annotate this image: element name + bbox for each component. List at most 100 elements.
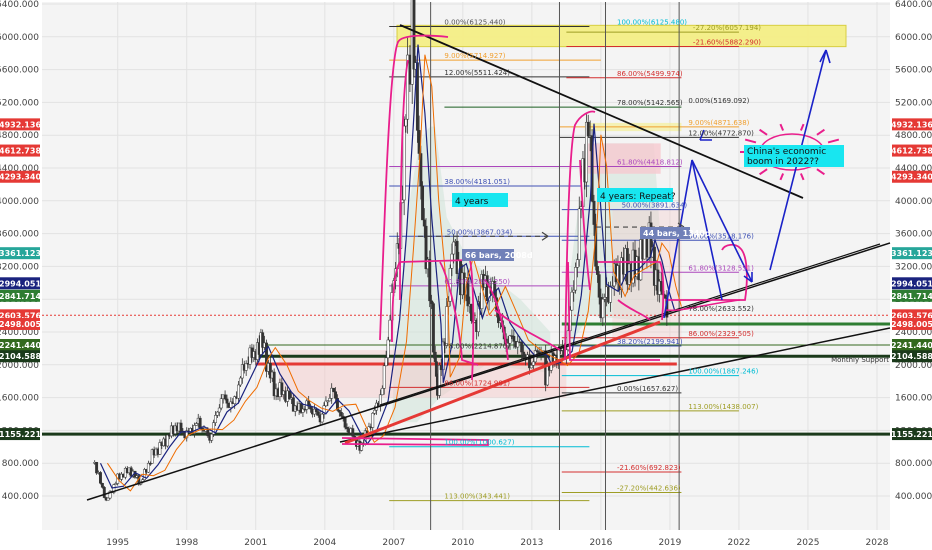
candle-body <box>112 484 116 493</box>
candle-body <box>422 219 426 227</box>
candle-body <box>150 449 154 464</box>
y-tick-label-right: 400.000 <box>895 492 932 502</box>
candle-body <box>330 387 334 399</box>
candle-body <box>299 403 303 413</box>
candle-body <box>380 388 384 396</box>
price-badge-label-left: 2994.051 <box>0 279 41 288</box>
price-badges: 4932.136 4932.136 4612.738 4612.738 4293.340… <box>0 118 932 441</box>
magenta-highlight <box>484 279 509 361</box>
candle-body <box>106 497 110 501</box>
candle-body <box>531 361 535 366</box>
candle-body <box>659 281 663 292</box>
y-tick-label-left: 6400.000 <box>0 0 39 10</box>
candle-body <box>351 428 355 437</box>
candle-body <box>238 377 242 386</box>
x-tick-label: 1998 <box>175 538 198 548</box>
fib-level-label: 78.00%(2214.870) <box>444 342 510 350</box>
y-tick-label-left: 4000.000 <box>0 197 39 207</box>
price-badge-label-right: 2603.576 <box>891 311 932 320</box>
fib-level-label: 113.00%(1438.007) <box>688 403 758 411</box>
candle-body <box>382 365 386 389</box>
annotation-box-4years <box>452 193 508 207</box>
moving-average-orange <box>106 54 682 492</box>
candle-body <box>452 241 456 255</box>
candle-body <box>595 266 599 275</box>
x-tick-label: 2028 <box>866 538 889 548</box>
mid-trendline <box>379 243 881 406</box>
y-tick-label-left: 400.000 <box>2 492 39 502</box>
y-tick-label-left: 6000.000 <box>0 33 39 43</box>
candle-body <box>388 319 392 341</box>
monthly-support-label: Monthly Support <box>831 356 889 364</box>
candle-body <box>301 408 305 413</box>
fib-level-label: -27.20%(6057.194) <box>693 24 761 32</box>
candle-body <box>430 300 433 304</box>
price-badge-label-left: 2603.576 <box>0 311 41 320</box>
magenta-sunburst-ray <box>779 123 785 131</box>
candle-body <box>272 371 276 397</box>
price-badge-left <box>0 317 40 330</box>
candle-body <box>572 289 576 293</box>
fib-level-label: 9.00%(4871.638) <box>688 119 749 127</box>
resistance-trendline-2007 <box>399 24 804 199</box>
price-badge-label-right: 1155.221 <box>891 430 932 439</box>
x-tick-label: 2022 <box>727 538 750 548</box>
magenta-sunburst-ray <box>816 128 825 136</box>
price-badge-label-left: 4932.136 <box>0 120 41 129</box>
candle-body <box>146 462 150 473</box>
candle-body <box>334 391 337 399</box>
price-badge-left <box>0 144 40 157</box>
candle-body <box>215 411 219 416</box>
y-tick-label-right: 4400.000 <box>895 164 932 174</box>
candle-body <box>229 401 233 408</box>
candle-body <box>217 407 221 413</box>
candle-body <box>185 430 189 439</box>
price-badge-right <box>892 428 932 441</box>
fib-level-label: 86.00%(5499.974) <box>617 70 683 78</box>
candle-body <box>575 259 579 268</box>
annotation-4years-repeat: 4 years: Repeat? <box>600 192 676 202</box>
candle-body <box>528 354 532 369</box>
price-badge-left <box>0 170 40 183</box>
y-tick-label-right: 2000.000 <box>895 361 932 371</box>
y-tick-label-left: 3600.000 <box>0 230 39 240</box>
candle-body <box>643 236 647 260</box>
candle-body <box>99 472 102 484</box>
magenta-sunburst-ray <box>759 128 768 136</box>
candle-body <box>332 387 336 392</box>
fib-level-label: 61.80%(2863.250) <box>444 278 510 286</box>
price-badge-label-left: 2241.440 <box>0 341 41 350</box>
projection-arrowhead <box>743 272 753 283</box>
x-axis: 1995 1998 2001 2004 2007 2010 2013 2016 2019 2022… <box>106 538 888 548</box>
price-badge-label-right: 4932.136 <box>891 120 932 129</box>
price-badge-label-left: 2841.714 <box>0 292 41 301</box>
candle-body <box>194 423 198 426</box>
annotation-china-boom: China's economic boom in 2022?? <box>747 147 826 167</box>
x-tick-label: 2001 <box>244 538 267 548</box>
candle-body <box>291 397 295 412</box>
candle-body <box>316 411 320 416</box>
price-badge-label-left: 4293.340 <box>0 173 41 182</box>
y-tick-label-right: 5600.000 <box>895 66 932 76</box>
candle-body <box>412 0 416 70</box>
candle-body <box>360 442 364 451</box>
price-badge-label-right: 3361.123 <box>891 249 932 258</box>
magenta-sunburst-ray <box>799 173 805 181</box>
y-tick-label-left: 5200.000 <box>0 98 39 108</box>
price-badge-right <box>892 350 932 363</box>
magenta-highlight <box>564 110 596 361</box>
price-badge-left <box>0 289 40 302</box>
annotation-4years: 4 years <box>455 197 489 207</box>
long-term-trendline <box>86 242 891 501</box>
magenta-highlight <box>494 309 561 351</box>
candle-body <box>114 483 118 485</box>
y-tick-label-right: 6400.000 <box>895 0 932 10</box>
candle-body <box>148 462 152 465</box>
y-tick-label-left: 4800.000 <box>0 131 39 141</box>
y-tick-label-right: 4000.000 <box>895 197 932 207</box>
candle-body <box>535 350 539 353</box>
fib-level-label: 86.00%(1724.981) <box>444 379 510 387</box>
candle-body <box>639 239 643 281</box>
fib-level-label: -21.60%(5882.290) <box>693 38 761 46</box>
